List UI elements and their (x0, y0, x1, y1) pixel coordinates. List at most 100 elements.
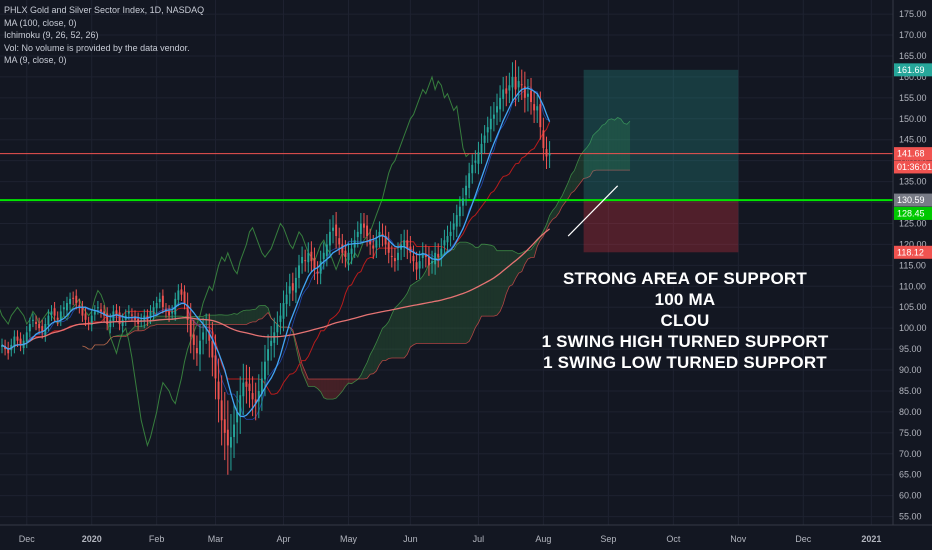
cloud-segment (422, 270, 426, 344)
candle-body (455, 215, 458, 227)
price-label: 130.59 (897, 195, 925, 205)
candle-body (356, 231, 359, 238)
cloud-segment (571, 170, 575, 194)
candle-body (229, 437, 232, 448)
cloud-segment (333, 378, 337, 400)
candle-body (526, 93, 529, 97)
grid (0, 0, 893, 525)
candle-body (298, 265, 300, 278)
legend-volume: Vol: No volume is provided by the data v… (4, 42, 190, 53)
candle-body (217, 381, 220, 400)
candle-body (270, 340, 273, 346)
candle-body (149, 311, 152, 318)
candle-body (372, 245, 375, 249)
time-tick-label: Mar (208, 534, 224, 544)
candle-body (226, 429, 229, 446)
cloud-segment (407, 285, 411, 355)
cloud-segment (379, 328, 383, 365)
time-axis: Dec 2020 Feb Mar Apr May Jun Jul Aug Sep Oct Nov Dec… (19, 534, 882, 544)
candle-body (31, 319, 34, 321)
candle-body (294, 277, 297, 293)
candle-body (499, 97, 502, 110)
cloud-segment (385, 321, 389, 361)
cloud-segment (521, 250, 525, 272)
profit-zone (583, 69, 739, 201)
candle-body (152, 307, 155, 315)
candle-body (134, 316, 136, 320)
time-tick-label: Feb (149, 534, 165, 544)
cloud-segment (165, 316, 170, 325)
candle-body (115, 310, 118, 316)
candle-body (211, 340, 214, 358)
cloud-segment (339, 378, 343, 395)
senkou-span-b (82, 169, 630, 380)
candle-body (127, 311, 130, 314)
candle-body (223, 419, 226, 433)
candle-body (177, 290, 180, 300)
cloud-segment (252, 309, 256, 322)
candle-body (264, 361, 266, 380)
cloud-segment (410, 283, 414, 348)
candle-body (440, 248, 443, 256)
candle-body (90, 315, 93, 326)
candle-body (1, 344, 3, 348)
candle-body (387, 242, 390, 253)
candle-body (251, 393, 254, 400)
cloud-segment (401, 297, 405, 359)
candle-body (446, 236, 449, 243)
cloud-segment (382, 325, 386, 361)
base-line (1, 121, 551, 395)
candle-body (208, 330, 211, 341)
cloud-segment (509, 250, 513, 287)
candle-body (62, 307, 65, 310)
candle-body (214, 355, 217, 379)
cloud-segment (524, 250, 528, 265)
cloud-segment (345, 378, 349, 387)
candle-body (273, 332, 276, 343)
candle-body (130, 314, 133, 316)
candle-body (248, 383, 251, 391)
candle-body (458, 206, 461, 217)
candle-body (384, 236, 387, 245)
cloud-segment (162, 316, 166, 325)
candle-body (462, 198, 464, 206)
cloud-segment (592, 132, 596, 172)
annotation-line-2: 100 MA (654, 290, 716, 309)
cloud-segment (398, 301, 402, 359)
price-tick-label: 90.00 (899, 365, 922, 375)
candle-body (168, 311, 171, 316)
cloud-segment (230, 313, 235, 325)
cloud-segment (237, 312, 241, 325)
cloud-segment (394, 304, 398, 359)
candle-body (285, 294, 288, 305)
candle-body (260, 378, 263, 395)
candle-body (412, 255, 415, 262)
cloud-segment (456, 242, 460, 344)
candle-body (35, 321, 37, 324)
cloud-segment (546, 215, 550, 230)
candle-body (254, 399, 257, 404)
candle-body (93, 311, 96, 315)
candle-body (393, 258, 396, 262)
candle-body (363, 223, 365, 228)
candle-body (66, 303, 68, 311)
price-label-bg (894, 63, 932, 77)
candle-body (452, 223, 455, 230)
candle-body (492, 114, 495, 119)
price-tick-label: 160.00 (899, 72, 927, 82)
candle-body (415, 262, 418, 270)
cloud-segment (614, 117, 618, 171)
cloud-segment (212, 315, 216, 325)
cloud-segment (363, 362, 368, 379)
candle-body (118, 312, 121, 324)
candle-body (7, 348, 10, 354)
price-label: 128.45 (897, 208, 925, 218)
candle-body (431, 261, 433, 264)
cloud-segment (342, 378, 346, 392)
price-label: 01:36:01 (897, 162, 932, 172)
candle-body (245, 381, 248, 387)
candle-body (53, 308, 56, 316)
legend-ichimoku: Ichimoku (9, 26, 52, 26) (4, 30, 99, 40)
candle-body (511, 76, 514, 88)
